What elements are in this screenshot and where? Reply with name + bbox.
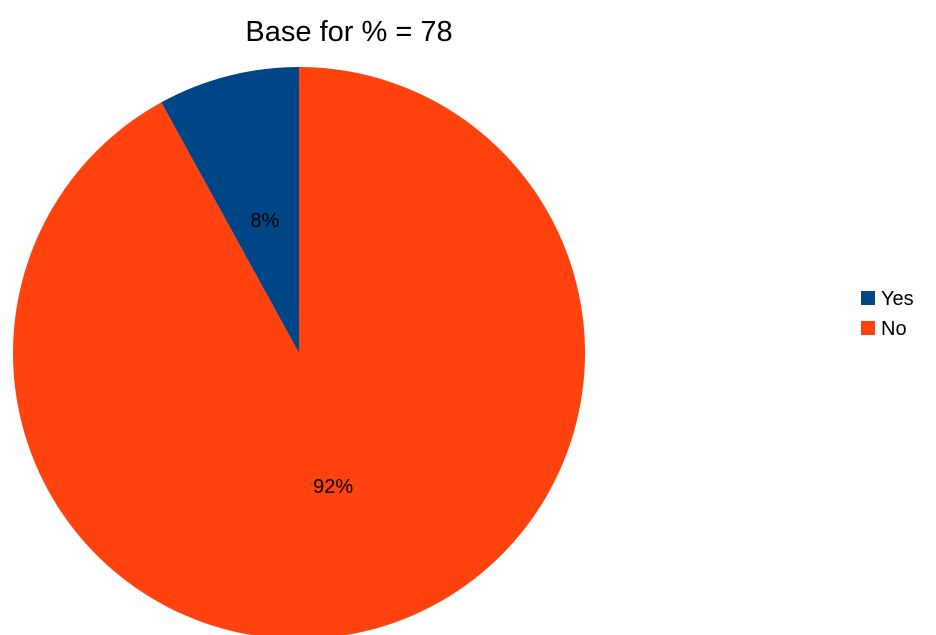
pie-slice-label-no: 92% bbox=[313, 476, 353, 498]
pie-slice-label-yes: 8% bbox=[250, 210, 279, 232]
legend-label-no: No bbox=[881, 318, 907, 340]
legend-label-yes: Yes bbox=[881, 288, 914, 310]
pie-slice-no bbox=[13, 67, 585, 635]
pie-slices bbox=[13, 67, 585, 635]
chart-title: Base for % = 78 bbox=[245, 16, 452, 48]
legend-swatch-no bbox=[861, 321, 875, 335]
pie-slice-yes bbox=[161, 67, 299, 353]
legend: Yes No bbox=[861, 288, 914, 340]
legend-swatch-yes bbox=[861, 291, 875, 305]
pie-slice-labels: 8% 92% bbox=[250, 210, 353, 498]
